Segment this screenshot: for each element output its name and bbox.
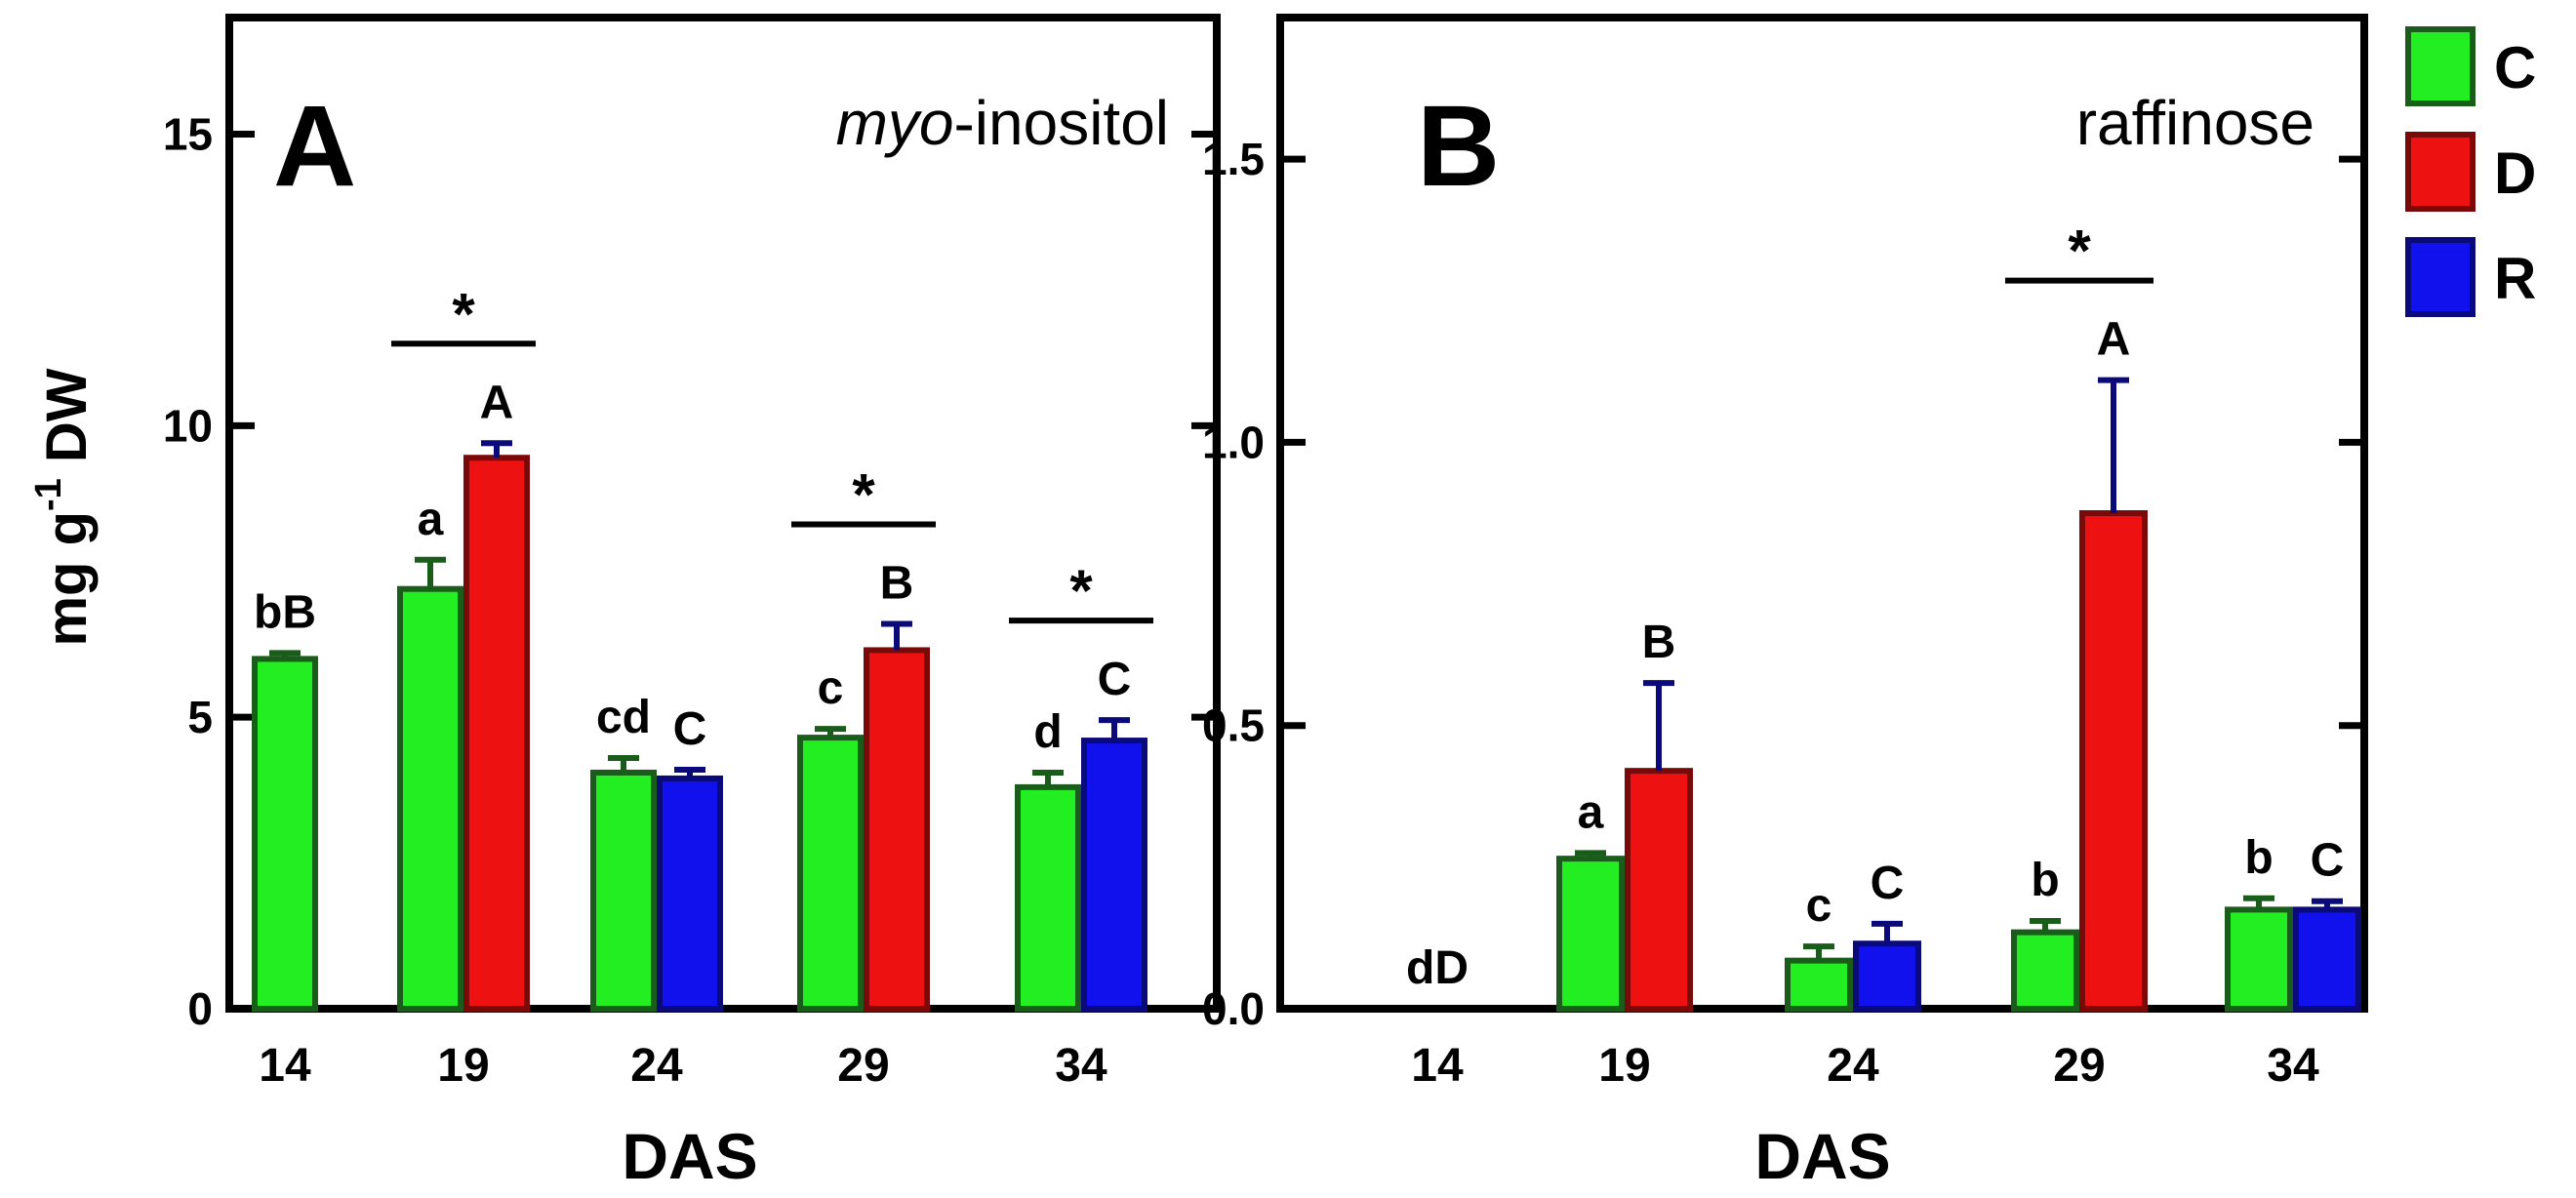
x-tick-label: 14 <box>259 1040 311 1092</box>
y-axis-label: mg g-1 DW <box>28 368 99 646</box>
y-axis-label-superscript: -1 <box>28 478 69 511</box>
bar-C-29 <box>2011 929 2079 1013</box>
panel-a-x-axis-label: DAS <box>622 1120 757 1192</box>
significance-letter: B <box>1642 617 1676 668</box>
significance-letter: cd <box>596 692 651 743</box>
y-tick-label: 10 <box>163 400 213 451</box>
legend-label-C: C <box>2494 35 2536 100</box>
significance-letter: C <box>1871 858 1905 909</box>
significance-letter: A <box>2097 314 2131 366</box>
legend-swatch-D <box>2405 132 2475 212</box>
x-tick-label: 29 <box>837 1040 889 1092</box>
bar-C-29 <box>797 735 864 1012</box>
significance-letter: B <box>880 558 914 610</box>
bar-C-24 <box>590 769 657 1012</box>
bar-D-19 <box>463 455 530 1013</box>
significance-letter: A <box>480 377 514 428</box>
bar-R-34 <box>2293 906 2361 1013</box>
y-tick-label: 0.0 <box>1202 983 1265 1034</box>
x-tick-label: 14 <box>1411 1040 1464 1092</box>
y-axis-label-suffix: DW <box>35 368 99 478</box>
significance-letter: d <box>1033 706 1062 758</box>
legend-label-R: R <box>2494 246 2536 311</box>
significance-letter: b <box>2031 855 2059 906</box>
y-axis-label-base: mg g <box>35 511 99 647</box>
significance-star: * <box>452 281 475 346</box>
bar-R-34 <box>1081 738 1147 1012</box>
bar-D-29 <box>2079 510 2148 1012</box>
bar-C-34 <box>1015 783 1081 1012</box>
bar-R-24 <box>657 775 723 1012</box>
legend-swatch-C <box>2405 26 2475 106</box>
y-tick-label: 0 <box>187 983 213 1034</box>
legend-swatch-R <box>2405 237 2475 317</box>
y-tick-label: 15 <box>163 109 213 160</box>
significance-letter: dD <box>1406 942 1469 994</box>
bar-C-14 <box>252 656 318 1012</box>
x-tick-label: 34 <box>2267 1040 2319 1092</box>
panel-a-letter: A <box>273 82 356 211</box>
significance-letter: C <box>1098 654 1132 705</box>
significance-star: * <box>2068 219 2091 284</box>
panel-b-y-ticks: 0.0 0.5 1.0 1.5 <box>1202 134 2364 1034</box>
bar-C-34 <box>2225 906 2293 1013</box>
y-tick-label: 1.0 <box>1202 417 1265 467</box>
significance-star: * <box>1069 558 1093 623</box>
x-tick-label: 34 <box>1055 1040 1107 1092</box>
panel-b-letter: B <box>1417 82 1500 211</box>
y-tick-label: 1.5 <box>1202 134 1265 184</box>
bar-C-19 <box>397 585 463 1012</box>
significance-letter: a <box>418 494 444 545</box>
significance-letter: bB <box>254 586 316 638</box>
significance-star: * <box>852 462 875 528</box>
significance-letter: c <box>818 662 844 714</box>
bar-C-19 <box>1556 856 1625 1012</box>
significance-letter: c <box>1806 880 1832 932</box>
x-tick-label: 24 <box>630 1040 683 1092</box>
significance-letter: a <box>1578 786 1604 838</box>
significance-letter: b <box>2244 832 2273 884</box>
panel-a-y-ticks: 0 5 10 15 <box>163 109 1217 1034</box>
legend: CDR <box>2405 26 2536 317</box>
panel-b-x-axis-label: DAS <box>1754 1120 1890 1192</box>
panel-a-title-italic: myo <box>836 88 954 158</box>
bar-D-19 <box>1625 768 1693 1012</box>
x-tick-label: 19 <box>1598 1040 1650 1092</box>
legend-label-D: D <box>2494 140 2536 206</box>
significance-letter: C <box>673 703 707 755</box>
x-tick-label: 19 <box>437 1040 489 1092</box>
bar-D-29 <box>864 647 930 1013</box>
y-tick-label: 5 <box>187 692 213 742</box>
panel-a-title-rest: -inositol <box>953 88 1169 158</box>
significance-letter: C <box>2311 835 2345 887</box>
panel-a-title: myo-inositol <box>836 88 1169 158</box>
panel-b-title: raffinose <box>2076 88 2314 158</box>
bar-R-24 <box>1853 940 1921 1013</box>
x-tick-label: 29 <box>2053 1040 2105 1092</box>
bar-C-24 <box>1785 957 1853 1012</box>
x-tick-label: 24 <box>1827 1040 1879 1092</box>
y-tick-label: 0.5 <box>1202 700 1265 751</box>
